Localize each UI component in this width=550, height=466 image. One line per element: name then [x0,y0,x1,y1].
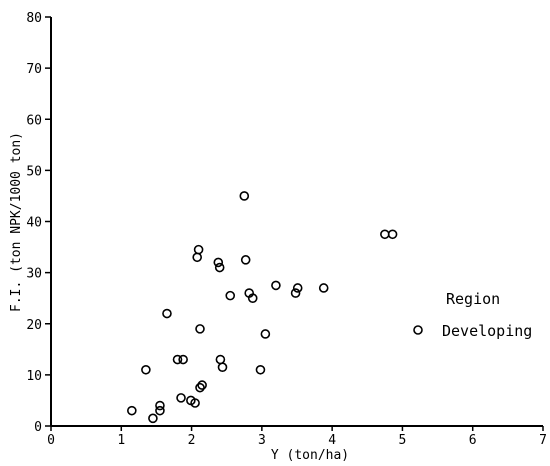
y-tick-label: 50 [26,164,42,179]
data-point [162,308,172,319]
x-tick-label: 5 [399,433,407,448]
x-tick-label: 4 [328,433,336,448]
y-tick-label: 70 [26,62,42,77]
data-point [197,380,207,390]
data-point [148,413,158,424]
data-point [318,283,329,293]
data-point [214,262,225,273]
legend: Region Developing [413,290,532,340]
data-point [213,257,224,268]
x-tick-label: 0 [47,433,55,448]
y-tick-label: 30 [26,267,42,282]
data-point [141,364,151,375]
legend-title: Region [446,290,500,308]
data-point [178,354,188,365]
y-tick-label: 80 [26,11,42,26]
data-point [176,393,186,403]
data-points [127,191,398,424]
x-tick-label: 3 [258,433,266,448]
data-point [155,400,165,411]
y-tick-label: 60 [26,113,42,128]
data-point [127,405,137,416]
data-point [215,354,226,365]
x-tick-label: 2 [188,433,196,448]
y-tick-label: 10 [26,369,42,384]
data-point [271,280,281,291]
x-tick-label: 7 [539,433,547,448]
data-point [247,293,258,303]
data-point [290,288,301,298]
data-point [172,354,183,365]
data-point [239,191,250,201]
axes [50,17,543,427]
data-point [217,362,228,373]
y-ticks: 0 10 20 30 40 50 60 70 80 [26,11,51,435]
legend-entry-developing: Developing [442,322,532,340]
data-point [190,398,200,408]
data-point [260,329,271,339]
data-point [155,405,165,416]
data-point [292,283,303,293]
x-axis-label: Y (ton/ha) [271,448,349,463]
data-point [255,364,266,375]
data-point [225,290,236,301]
x-tick-label: 1 [117,433,125,448]
y-tick-label: 20 [26,318,42,333]
data-point [240,255,251,265]
data-point [193,244,204,255]
y-tick-label: 0 [34,420,42,435]
data-point [195,324,205,334]
data-point [380,229,390,240]
x-tick-label: 6 [469,433,477,448]
x-ticks: 0 1 2 3 4 5 6 7 [47,426,547,448]
y-axis-label: F.I. (ton NPK/1000 ton) [9,132,24,312]
data-point [195,382,205,393]
y-tick-label: 40 [26,216,42,231]
data-point [192,252,202,263]
data-point [387,229,398,240]
legend-marker-icon [413,325,423,335]
